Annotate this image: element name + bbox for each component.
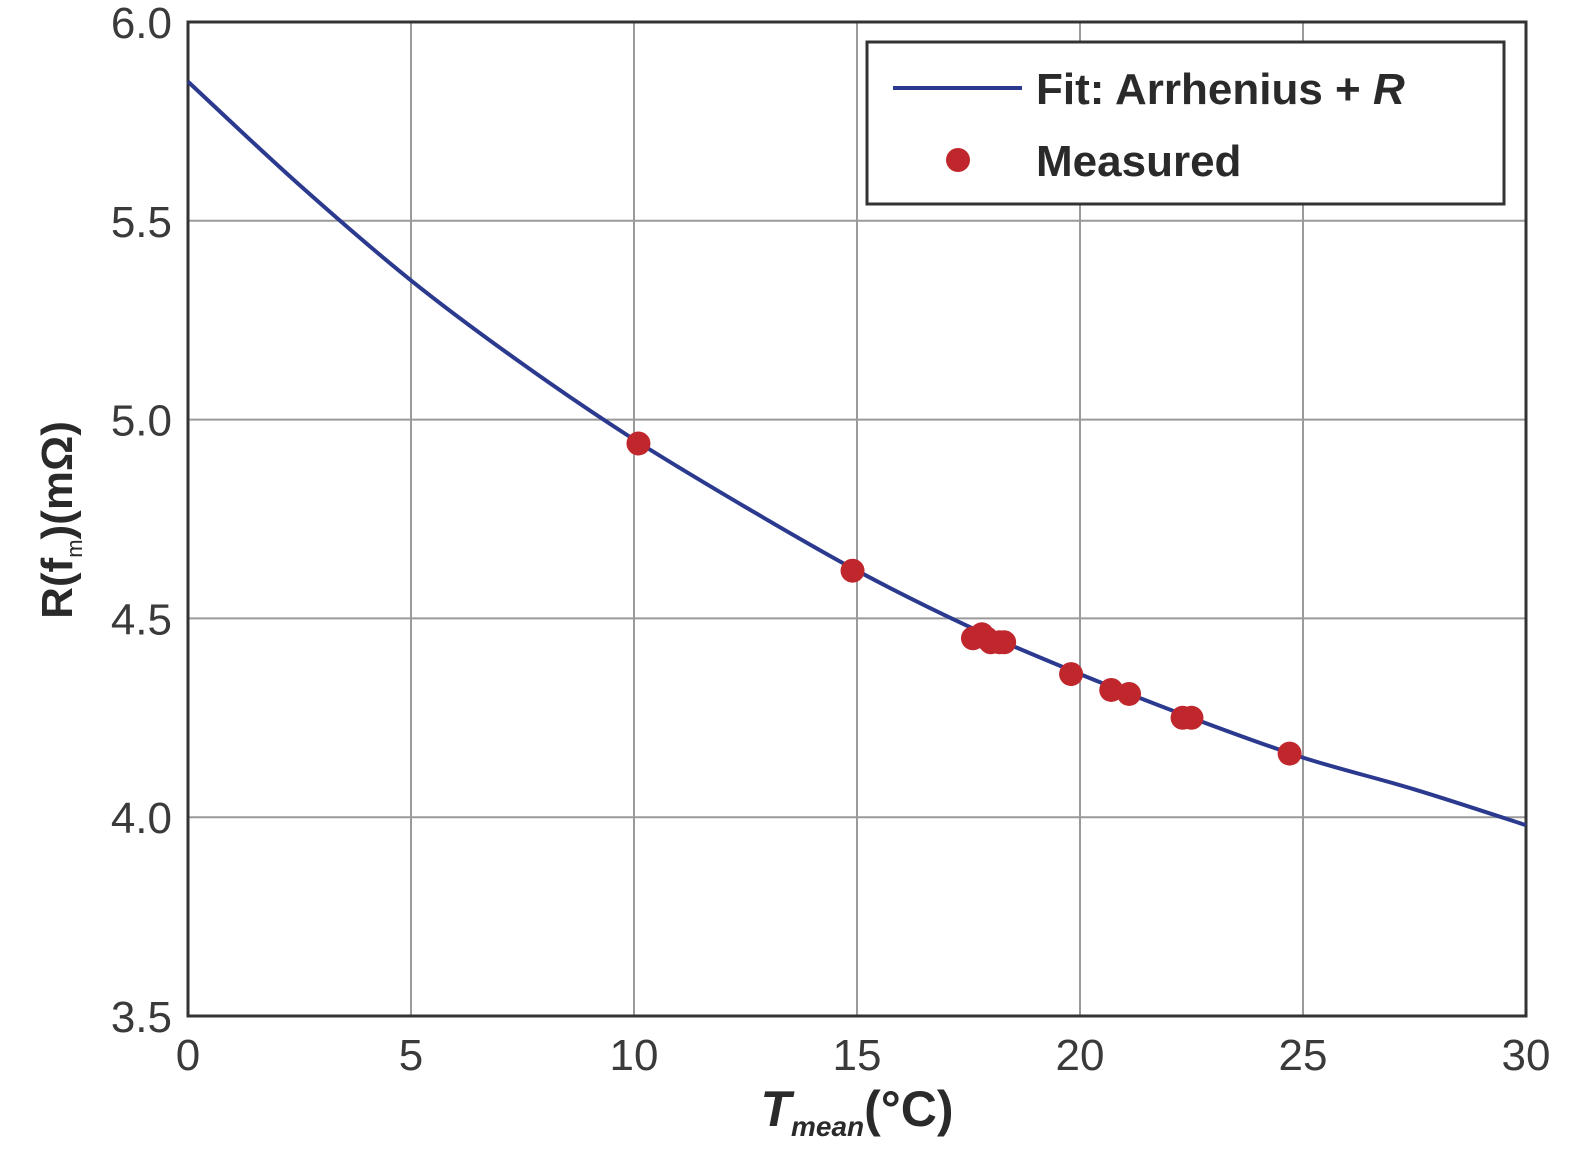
x-axis-label: Tmean(°C)	[760, 1081, 953, 1142]
y-axis-label: R(fm)(mΩ)	[33, 421, 87, 619]
measured-point	[1117, 681, 1142, 706]
x-tick-label: 20	[1056, 1031, 1105, 1080]
y-tick-label: 5.0	[111, 397, 172, 446]
measured-point	[1059, 662, 1084, 687]
measured-point	[992, 630, 1017, 655]
measured-point	[626, 431, 651, 456]
y-tick-label: 5.5	[111, 198, 172, 247]
y-tick-label: 4.0	[111, 794, 172, 843]
measured-point	[1277, 741, 1302, 766]
x-tick-label: 5	[399, 1031, 423, 1080]
x-tick-label: 0	[176, 1031, 200, 1080]
legend-label-measured: Measured	[1036, 137, 1241, 186]
y-tick-label: 4.5	[111, 595, 172, 644]
x-tick-label: 15	[833, 1031, 882, 1080]
x-tick-labels: 0 5 10 15 20 25 30	[176, 1031, 1551, 1080]
plot-frame	[186, 20, 1528, 1018]
x-tick-label: 25	[1279, 1031, 1328, 1080]
measured-point	[840, 558, 865, 583]
x-tick-label: 30	[1502, 1031, 1551, 1080]
measured-point	[1099, 677, 1124, 702]
y-tick-labels: 3.5 4.0 4.5 5.0 5.5 6.0	[111, 0, 172, 1042]
y-tick-label: 6.0	[111, 0, 172, 48]
data-series	[186, 80, 1527, 828]
legend-label-fit: Fit: Arrhenius + R	[1036, 65, 1405, 114]
legend: Fit: Arrhenius + R Measured	[865, 40, 1506, 206]
legend-marker-swatch	[946, 148, 970, 172]
legend-box	[865, 40, 1506, 206]
x-tick-label: 10	[610, 1031, 659, 1080]
y-tick-label: 3.5	[111, 993, 172, 1042]
measured-point	[1179, 705, 1204, 730]
